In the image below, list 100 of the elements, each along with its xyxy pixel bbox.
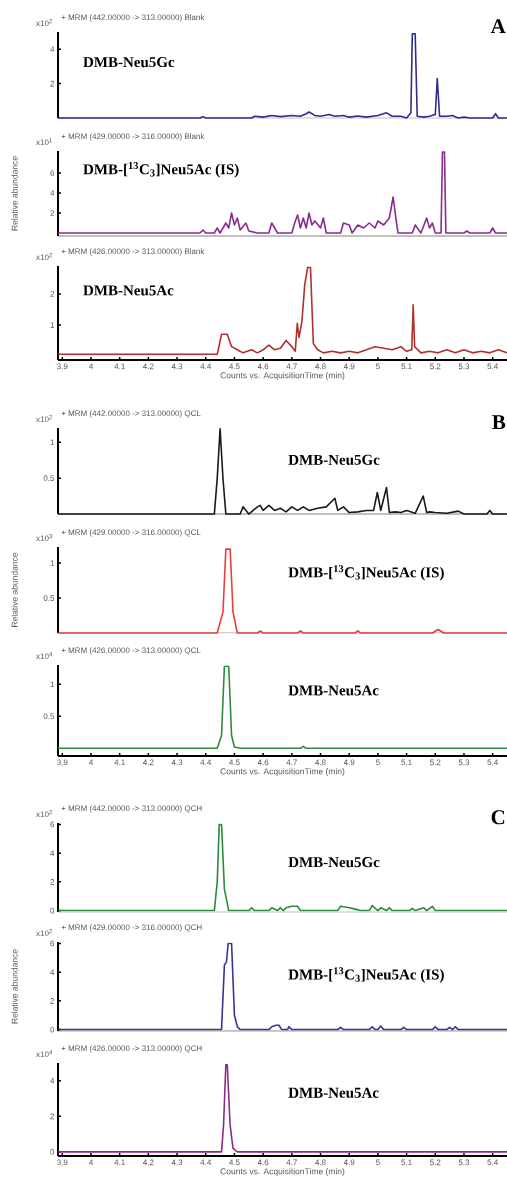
text: x10$^{2}$	[36, 253, 53, 261]
x-tick-label: 3.9	[57, 363, 68, 370]
y-tick-label: 1	[50, 439, 55, 446]
line-series	[57, 823, 507, 912]
x-axis-title: Counts vs. AcquisitionTime (min)	[220, 372, 345, 380]
x-tick-label: 5	[375, 363, 380, 370]
annotation: DMB-Neu5Gc	[288, 857, 380, 868]
x-tick-label: 4.5	[229, 1159, 240, 1166]
x-tick-label: 3.9	[57, 1159, 68, 1166]
x-tick-label: 4.1	[114, 1159, 125, 1166]
x-tick-label: 5	[375, 1159, 380, 1166]
x-tick-label: 5	[375, 759, 380, 766]
y-tick-label: 0	[50, 1149, 55, 1155]
y-tick-label: 6	[50, 170, 55, 176]
x-tick-label: 4.9	[343, 1159, 355, 1166]
y-tick-label: 1	[50, 560, 55, 566]
x-tick-label: 5.1	[401, 759, 412, 766]
text: x10$^{2}$	[36, 415, 53, 423]
x-tick-label: 4.3	[171, 363, 183, 370]
x-tick-label: 4.4	[200, 363, 212, 370]
y-tick-label: 4	[50, 190, 55, 196]
x-tick-label: 4.6	[257, 1159, 269, 1166]
y-tick-label: 0.5	[43, 713, 55, 720]
y-tick-label: 2	[50, 291, 55, 297]
chart-title: + MRM (429.00000 -> 316.00000) QCL	[61, 529, 201, 537]
line-series	[57, 1063, 507, 1153]
x-tick-label: 4.4	[200, 759, 212, 766]
x-tick-label: 4.8	[315, 759, 326, 766]
annotation: DMB-Neu5Ac	[288, 685, 379, 696]
y-axis-title: Relative abundance	[11, 156, 18, 231]
y-tick-label: 2	[50, 1113, 55, 1120]
annotation: DMB-Neu5Gc	[288, 454, 380, 465]
x-tick-label: 4.1	[114, 363, 125, 370]
annotation: DMB-[$^{13}$C$_{3}$]Neu5Ac (IS)	[288, 565, 444, 581]
chart-title: + MRM (429.00000 -> 316.00000) Blank	[61, 133, 205, 141]
chart-title: + MRM (426.00000 -> 313.00000) QCL	[61, 647, 201, 655]
x-tick-label: 4.3	[171, 1159, 183, 1166]
annotation: DMB-[$^{13}$C$_{3}$]Neu5Ac (IS)	[83, 162, 239, 178]
chart-title: + MRM (442.00000 -> 313.00000) Blank	[61, 14, 205, 22]
y-tick-label: 1	[50, 681, 55, 687]
text: x10$^{1}$	[36, 138, 53, 146]
x-tick-label: 4.3	[171, 759, 183, 766]
annotation: DMB-Neu5Ac	[288, 1087, 379, 1098]
x-tick-label: 4	[88, 1159, 93, 1166]
x-tick-label: 4.7	[286, 363, 297, 370]
annotation: B	[492, 415, 506, 430]
y-tick-label: 4	[50, 969, 55, 975]
x-tick-label: 4.2	[143, 363, 154, 370]
x-tick-label: 4.1	[114, 759, 125, 766]
y-tick-label: 1	[50, 322, 55, 328]
x-tick-label: 4.6	[257, 759, 269, 766]
y-tick-label: 4	[50, 850, 55, 856]
chart-title: + MRM (442.00000 -> 313.00000) QCH	[61, 805, 202, 813]
x-tick-label: 5.1	[401, 1159, 412, 1166]
x-tick-label: 5.4	[487, 363, 498, 370]
annotation: A	[490, 19, 506, 34]
x-tick-label: 4.5	[229, 759, 240, 766]
x-tick-label: 5.2	[430, 363, 441, 370]
y-tick-label: 0.5	[43, 475, 55, 482]
chart-title: + MRM (426.00000 -> 313.00000) QCH	[61, 1045, 202, 1053]
y-tick-label: 0	[50, 1026, 55, 1033]
x-tick-label: 4.9	[343, 363, 355, 370]
text: x10$^{3}$	[36, 534, 53, 542]
x-tick-label: 4.6	[257, 363, 269, 370]
x-tick-label: 5.4	[487, 1159, 498, 1166]
x-tick-label: 5.4	[487, 759, 498, 766]
line-series	[57, 548, 507, 634]
chart-title: + MRM (426.00000 -> 313.00000) Blank	[61, 248, 205, 256]
x-tick-label: 4.7	[286, 759, 297, 766]
annotation: DMB-Neu5Gc	[83, 57, 175, 68]
y-axis-title: Relative abundance	[11, 949, 18, 1024]
y-tick-label: 2	[50, 210, 55, 216]
line-series	[57, 942, 507, 1031]
y-tick-label: 0.5	[43, 595, 55, 601]
chart-title: + MRM (429.00000 -> 316.00000) QCH	[61, 924, 202, 932]
x-tick-label: 4.2	[143, 759, 154, 766]
text: x10$^{2}$	[36, 19, 53, 27]
y-tick-label: 2	[50, 879, 55, 885]
text: x10$^{4}$	[36, 652, 53, 660]
x-tick-label: 4.7	[286, 1159, 297, 1166]
x-tick-label: 4	[88, 363, 93, 370]
y-tick-label: 2	[50, 998, 55, 1004]
x-tick-label: 4.5	[229, 363, 240, 370]
text: x10$^{4}$	[36, 1050, 53, 1058]
x-tick-label: 5.3	[458, 759, 470, 766]
x-tick-label: 4.4	[200, 1159, 212, 1166]
x-tick-label: 4.8	[315, 363, 326, 370]
y-tick-label: 4	[50, 46, 55, 52]
x-axis-title: Counts vs. AcquisitionTime (min)	[220, 768, 345, 776]
x-axis-title: Counts vs. AcquisitionTime (min)	[220, 1168, 345, 1176]
y-tick-label: 6	[50, 821, 55, 828]
x-tick-label: 5.3	[458, 363, 470, 370]
annotation: DMB-[$^{13}$C$_{3}$]Neu5Ac (IS)	[288, 967, 444, 983]
y-tick-label: 2	[50, 80, 55, 87]
x-tick-label: 3.9	[57, 759, 68, 766]
x-tick-label: 4.9	[343, 759, 355, 766]
text: x10$^{2}$	[36, 810, 53, 818]
line-series	[57, 665, 507, 750]
annotation: DMB-Neu5Ac	[83, 285, 174, 296]
annotation: C	[491, 810, 505, 825]
